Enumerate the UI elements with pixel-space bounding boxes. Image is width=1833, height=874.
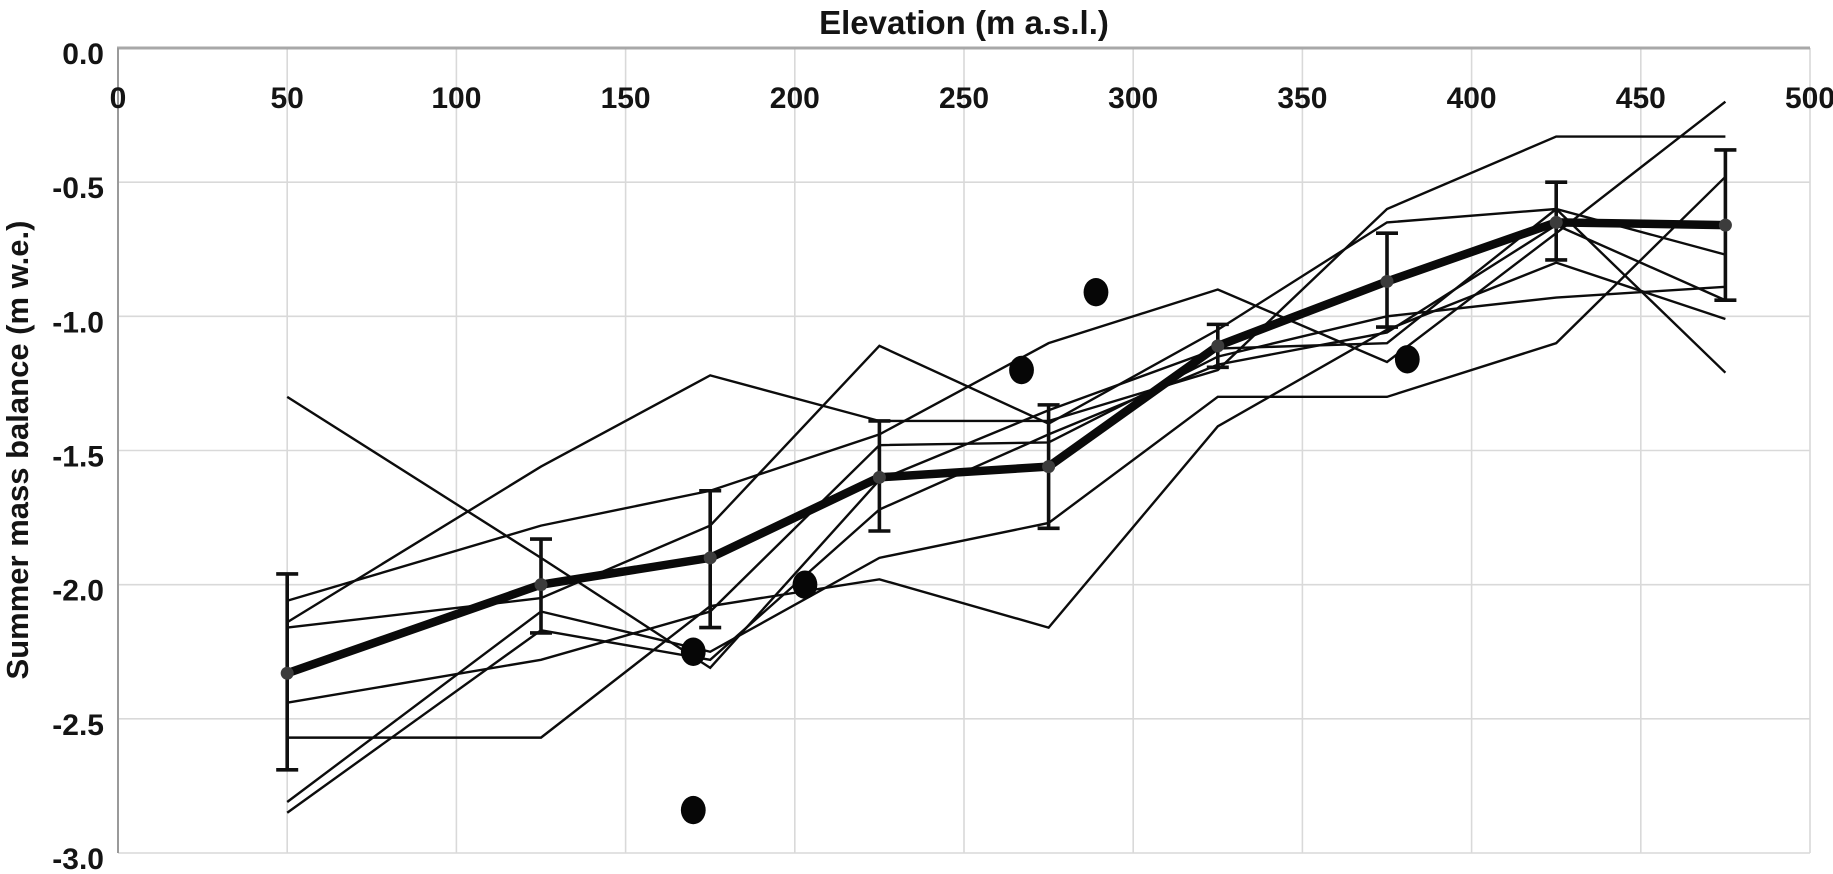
x-tick-label: 150 [601,82,651,115]
x-tick-label: 500 [1785,82,1833,115]
x-tick-label: 400 [1447,82,1497,115]
mean-marker [1211,339,1225,353]
mean-marker [1042,460,1056,474]
mean-marker [703,551,717,565]
y-tick-label: -3.0 [52,843,104,874]
y-tick-label: -2.0 [52,575,104,608]
scatter-dot [1083,277,1109,307]
mean-markers [280,215,1732,680]
x-axis-title: Elevation (m a.s.l.) [819,4,1109,41]
scatter-dot [680,637,706,666]
x-tick-label: 300 [1108,82,1158,115]
scatter-dot [1009,355,1034,385]
x-tick-label: 0 [110,82,127,115]
x-tick-label: 100 [431,82,481,115]
year-line-profile-5 [287,261,1726,739]
x-tick-label: 350 [1277,82,1327,115]
x-tick-label: 50 [271,82,304,115]
axes [117,46,1810,853]
y-tick-label: -0.5 [52,172,104,205]
x-tick-label: 200 [770,82,820,115]
mean-marker [1549,215,1563,229]
mean-marker [1380,274,1394,288]
scatter-dot [792,570,818,599]
y-tick-label: -2.5 [52,709,104,742]
x-tick-label: 250 [939,82,989,115]
y-tick-label: 0.0 [62,38,104,71]
y-tick-label: -1.5 [52,441,104,474]
mean-marker [872,470,886,484]
scatter-dot [680,795,706,825]
mean-marker [534,578,548,592]
x-tick-label: 450 [1616,82,1666,115]
mean-marker [280,666,294,680]
year-line-profile-1 [286,100,1727,602]
scatter-points [680,277,1420,825]
y-tick-label: -1.0 [52,306,104,339]
mean-marker [1718,218,1732,232]
scatter-dot [1394,345,1420,374]
y-axis-title: Summer mass balance (m w.e.) [0,221,35,680]
tick-labels: 0 50 100 150 200 250 300 350 400 450 500 0.0 -0.5 -1.… [52,38,1833,874]
